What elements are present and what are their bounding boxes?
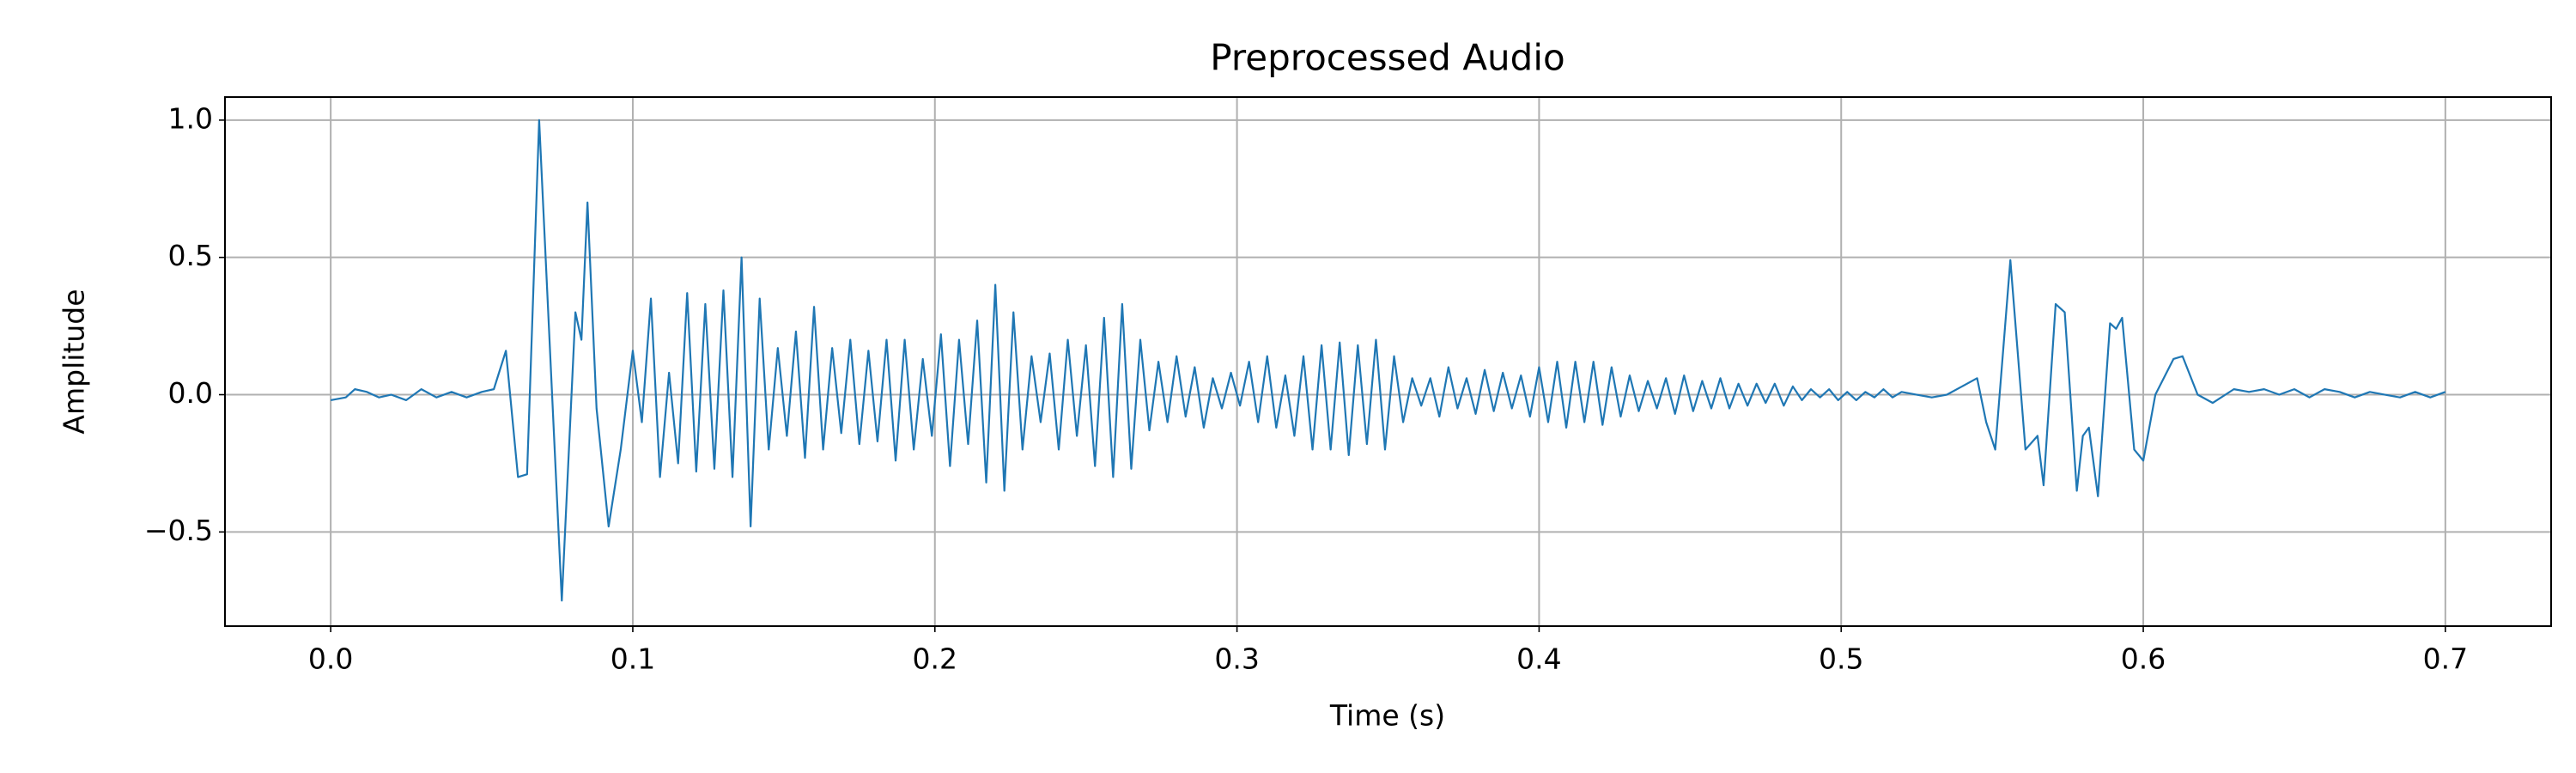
y-tick-label: 1.0 — [168, 101, 213, 135]
x-tick-label: 0.2 — [913, 642, 957, 676]
y-tick-label: −0.5 — [144, 514, 213, 547]
y-axis-label: Amplitude — [58, 289, 91, 434]
y-tick-label: 0.5 — [168, 239, 213, 272]
x-tick-label: 0.0 — [308, 642, 353, 676]
waveform-line — [330, 119, 2446, 602]
x-tick-label: 0.1 — [611, 642, 655, 676]
plot-frame — [224, 96, 2552, 627]
x-tick-label: 0.5 — [1819, 642, 1863, 676]
x-tick-label: 0.3 — [1214, 642, 1259, 676]
x-tick-label: 0.7 — [2423, 642, 2468, 676]
chart-title: Preprocessed Audio — [1210, 37, 1564, 79]
x-axis-label: Time (s) — [1329, 699, 1445, 733]
x-tick-label: 0.4 — [1516, 642, 1561, 676]
y-tick-label: 0.0 — [168, 376, 213, 410]
x-tick-label: 0.6 — [2121, 642, 2166, 676]
